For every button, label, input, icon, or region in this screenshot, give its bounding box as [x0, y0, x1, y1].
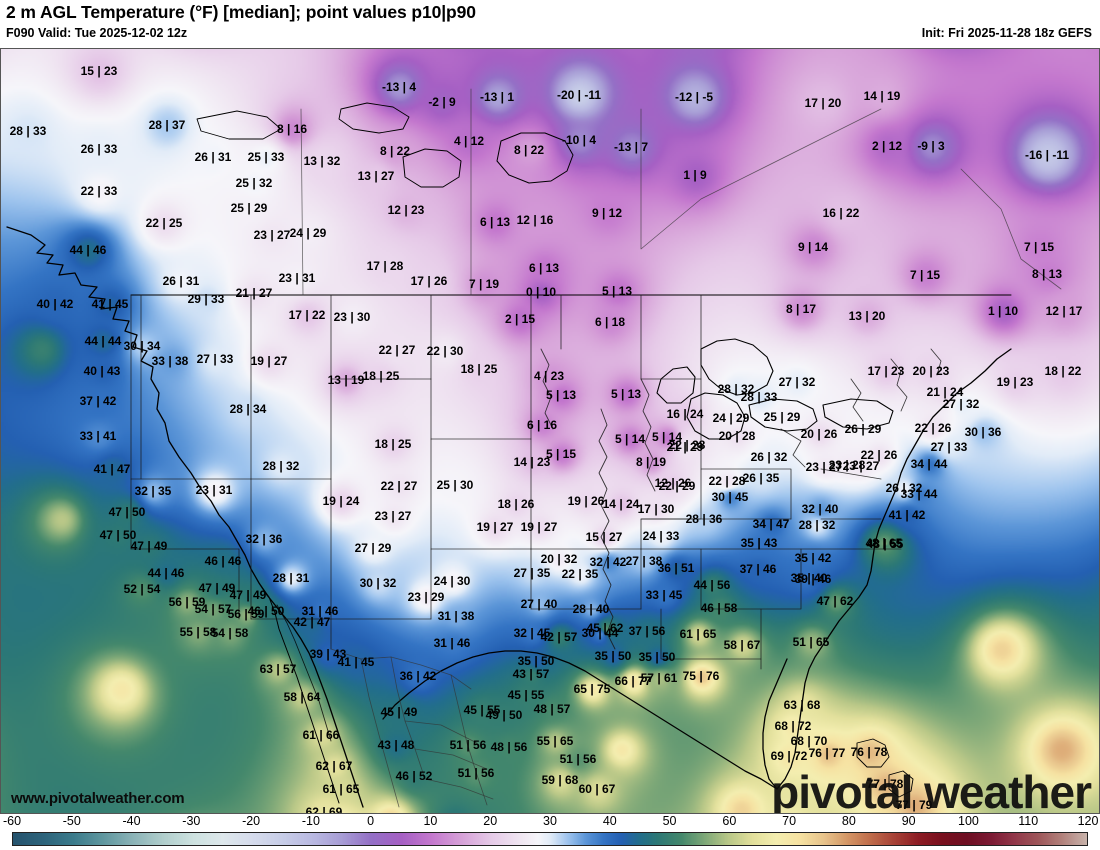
- colorbar-tick: 50: [662, 814, 677, 828]
- colorbar-tick: -50: [62, 814, 81, 828]
- colorbar-tick: 70: [782, 814, 797, 828]
- colorbar-tick: 90: [901, 814, 916, 828]
- colorbar-tick: 120: [1077, 814, 1099, 828]
- colorbar-tick: -20: [242, 814, 261, 828]
- colorbar-tick: 40: [602, 814, 617, 828]
- page-title: 2 m AGL Temperature (°F) [median]; point…: [6, 2, 476, 22]
- colorbar-tick: -40: [122, 814, 141, 828]
- colorbar-tick: -10: [301, 814, 320, 828]
- colorbar: -60 -50 -40 -30 -20 -10 0 10 20 30 40 50 60 70 80 90 100…: [0, 814, 1100, 850]
- site-url-watermark: www.pivotalweather.com: [11, 790, 185, 807]
- colorbar-tick: 80: [841, 814, 856, 828]
- colorbar-gradient: [12, 832, 1088, 846]
- colorbar-tick: 10: [423, 814, 438, 828]
- colorbar-tick: 60: [722, 814, 737, 828]
- colorbar-tick: 20: [483, 814, 498, 828]
- colorbar-tick: 110: [1018, 814, 1039, 828]
- colorbar-tick: -60: [2, 814, 22, 828]
- colorbar-tick: 0: [367, 814, 375, 828]
- map-viewport[interactable]: 15 | 23 28 | 33 28 | 37 26 | 33 26 | 31 25 | …: [0, 48, 1100, 814]
- colorbar-tick: 100: [958, 814, 979, 828]
- valid-time-label: F090 Valid: Tue 2025-12-02 12z: [6, 26, 188, 40]
- temperature-heatmap: [1, 49, 1099, 813]
- pivotal-weather-logo: pivotal weather: [771, 766, 1092, 814]
- init-time-label: Init: Fri 2025-11-28 18z GEFS: [921, 26, 1092, 40]
- header: 2 m AGL Temperature (°F) [median]; point…: [0, 0, 1100, 48]
- colorbar-tick: 30: [543, 814, 557, 828]
- colorbar-tick: -30: [182, 814, 201, 828]
- colorbar-tick-labels: -60 -50 -40 -30 -20 -10 0 10 20 30 40 50 60 70 80 90 100…: [0, 814, 1100, 830]
